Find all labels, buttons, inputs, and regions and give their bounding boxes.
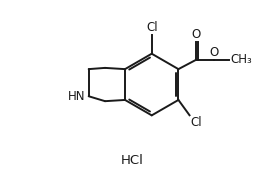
Text: HCl: HCl bbox=[121, 154, 143, 167]
Text: O: O bbox=[209, 46, 219, 59]
Text: Cl: Cl bbox=[191, 116, 202, 129]
Text: CH₃: CH₃ bbox=[230, 53, 252, 66]
Text: O: O bbox=[192, 28, 201, 41]
Text: Cl: Cl bbox=[146, 21, 158, 34]
Text: HN: HN bbox=[68, 90, 86, 103]
